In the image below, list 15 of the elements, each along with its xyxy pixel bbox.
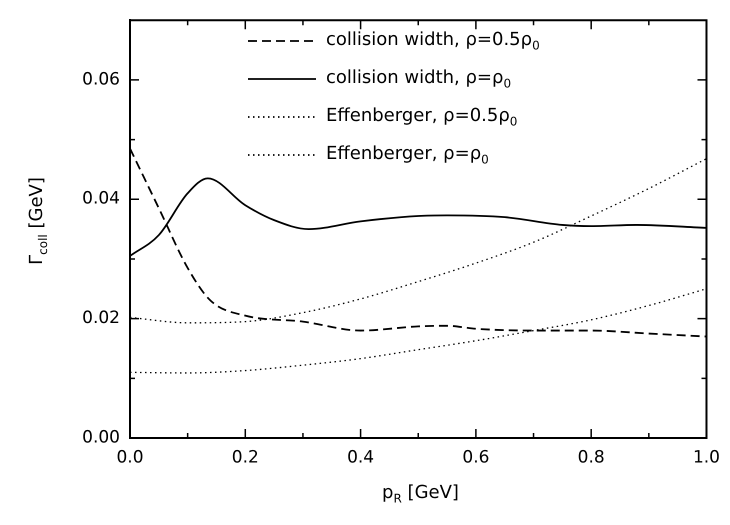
x-tick-label: 0.8	[578, 448, 605, 468]
x-tick-label: 0.2	[232, 448, 259, 468]
legend-label: collision width, ρ=ρ$_{0}$	[326, 67, 512, 91]
y-tick-label: 0.02	[82, 308, 120, 328]
y-tick-label: 0.06	[82, 69, 120, 90]
x-tick-label: 0.0	[116, 448, 144, 468]
legend-label: Effenberger, ρ=0.5ρ$_{0}$	[326, 105, 518, 129]
legend-label: Effenberger, ρ=ρ$_{0}$	[326, 143, 489, 167]
legend-label: collision width, ρ=0.5ρ$_{0}$	[326, 29, 540, 53]
x-axis-title: p$_{R}$ [GeV]	[381, 482, 460, 506]
x-tick-label: 0.6	[462, 448, 490, 468]
x-tick-label: 0.4	[347, 448, 374, 468]
y-tick-label: 0.04	[82, 188, 120, 209]
x-tick-label: 1.0	[692, 448, 720, 468]
y-tick-label: 0.00	[82, 427, 120, 448]
